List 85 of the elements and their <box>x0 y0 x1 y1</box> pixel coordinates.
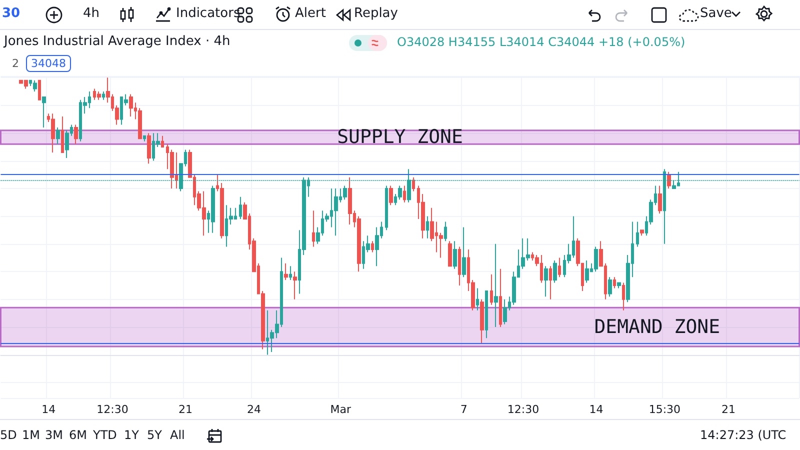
text: 5Y <box>147 428 162 442</box>
text: YTD <box>93 428 117 442</box>
candlestick <box>143 135 146 142</box>
text: 5D <box>0 428 17 442</box>
x-tick-label: 21 <box>722 403 736 416</box>
x-tick-label: 12:30 <box>96 403 128 416</box>
candlestick <box>284 262 288 280</box>
candlestick <box>453 240 457 270</box>
candlestick <box>622 282 625 311</box>
text: 2 <box>12 57 19 70</box>
x-tick-label: 12:30 <box>507 403 540 416</box>
candlestick <box>38 80 41 100</box>
candlestick <box>444 221 447 242</box>
x-tick-label: 21 <box>178 403 193 416</box>
chart-title: Jones Industrial Average Index · 4h <box>2 34 232 49</box>
text: 1M <box>22 428 40 442</box>
candlestick <box>61 116 64 153</box>
band-label: DEMAND ZONE <box>594 316 720 338</box>
candlestick <box>585 260 589 284</box>
candlestick <box>617 282 621 289</box>
text: Indicators <box>176 6 240 21</box>
text: 1Y <box>124 428 139 442</box>
candlestick <box>385 185 388 231</box>
candlestick <box>293 271 297 300</box>
candlestick <box>608 276 612 298</box>
candlestick <box>553 260 557 284</box>
candlestick <box>476 288 479 311</box>
candlestick <box>494 243 498 328</box>
candlestick <box>348 176 352 226</box>
text: All <box>170 428 185 442</box>
candlestick <box>56 127 60 145</box>
candlestick <box>658 185 662 214</box>
x-tick-label: 14 <box>42 403 56 416</box>
candlestick <box>636 221 639 248</box>
candlestick <box>480 298 484 344</box>
candlestick <box>289 266 292 280</box>
text: 4h <box>83 6 100 21</box>
candlestick <box>389 185 393 206</box>
x-tick-label: 24 <box>246 403 261 416</box>
candlestick <box>499 268 502 328</box>
candlestick <box>613 276 616 289</box>
candlestick <box>412 176 415 192</box>
candlestick <box>640 230 644 236</box>
candlestick <box>594 246 598 272</box>
x-tick-label: 14 <box>589 403 604 416</box>
candlestick <box>33 80 37 92</box>
candlestick <box>239 196 242 220</box>
x-tick-label: Mar <box>330 403 352 416</box>
candlestick <box>343 185 347 200</box>
candlestick <box>97 91 101 100</box>
candlestick <box>549 266 552 300</box>
text: 6M <box>69 428 87 442</box>
candlestick <box>503 298 507 325</box>
candlestick <box>312 210 315 248</box>
x-tick-label: 15:30 <box>648 403 681 416</box>
candlestick <box>129 94 133 117</box>
candlestick <box>161 135 164 148</box>
text: Alert <box>295 6 326 21</box>
text: Replay <box>354 6 398 21</box>
candlestick <box>426 216 429 239</box>
text: 34048 <box>26 55 71 72</box>
candlestick <box>334 188 338 236</box>
candlestick <box>544 266 548 298</box>
candlestick <box>485 290 488 339</box>
candlestick <box>558 257 561 278</box>
candlestick <box>74 124 78 145</box>
candlestick <box>211 185 215 234</box>
candlestick <box>102 91 105 100</box>
text: 3M <box>45 428 63 442</box>
candlestick <box>51 113 55 153</box>
candlestick <box>490 274 493 306</box>
candlestick <box>371 240 374 253</box>
candlestick <box>147 132 151 164</box>
candlestick <box>448 240 452 267</box>
text: 14:27:23 (UTC <box>700 428 786 442</box>
candlestick <box>42 96 46 128</box>
candlestick <box>403 185 406 203</box>
text: 30 <box>2 6 20 21</box>
band-label: SUPPLY ZONE <box>337 126 463 148</box>
text: O34028 H34155 L34014 C34044 +18 (+0.05%) <box>397 35 686 49</box>
text: Save <box>700 6 732 21</box>
candlestick <box>667 171 671 190</box>
candlestick <box>462 226 466 278</box>
x-tick-label: 7 <box>460 403 468 416</box>
candlestick <box>458 246 461 286</box>
